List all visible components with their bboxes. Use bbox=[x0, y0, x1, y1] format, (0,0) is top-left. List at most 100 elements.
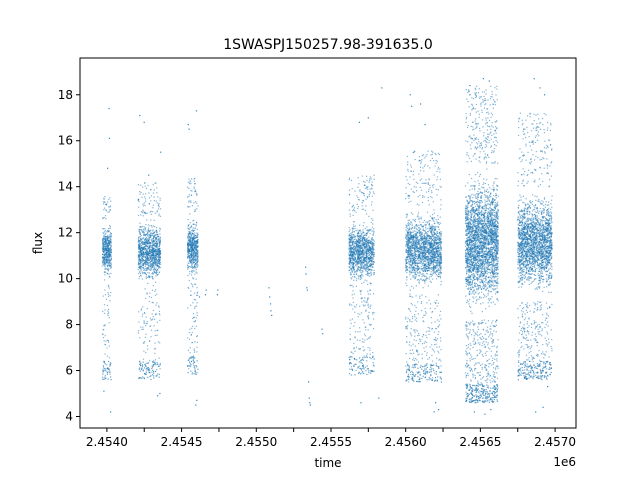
data-point bbox=[351, 278, 353, 280]
data-point bbox=[368, 269, 370, 271]
data-point bbox=[349, 368, 351, 370]
data-point bbox=[154, 230, 156, 233]
data-point bbox=[410, 302, 412, 304]
data-point bbox=[412, 174, 414, 176]
data-point bbox=[196, 335, 198, 338]
data-point bbox=[103, 237, 105, 239]
data-point bbox=[371, 230, 373, 232]
data-point bbox=[107, 256, 109, 258]
data-point bbox=[353, 245, 355, 247]
data-point bbox=[365, 233, 367, 235]
data-point bbox=[151, 246, 153, 248]
data-point bbox=[431, 184, 434, 186]
data-point bbox=[358, 236, 360, 238]
data-point bbox=[141, 377, 143, 379]
data-point bbox=[188, 287, 190, 289]
data-point bbox=[139, 256, 141, 258]
data-point bbox=[105, 236, 107, 238]
data-point bbox=[436, 179, 438, 181]
data-point bbox=[367, 252, 369, 255]
data-point bbox=[191, 240, 193, 242]
data-point bbox=[156, 192, 158, 194]
data-point bbox=[149, 269, 151, 271]
data-point bbox=[194, 235, 196, 237]
data-point bbox=[110, 251, 112, 253]
data-point bbox=[142, 247, 144, 249]
data-point bbox=[196, 250, 198, 252]
data-point bbox=[147, 253, 149, 255]
data-point bbox=[361, 260, 363, 262]
data-point bbox=[414, 276, 416, 278]
data-point bbox=[194, 260, 196, 263]
data-point bbox=[354, 242, 356, 244]
data-point bbox=[190, 304, 192, 306]
data-point bbox=[187, 181, 189, 183]
data-point bbox=[140, 272, 142, 275]
data-point bbox=[413, 226, 416, 228]
data-point bbox=[194, 265, 196, 267]
data-point bbox=[156, 245, 158, 247]
data-point bbox=[151, 367, 153, 370]
data-point bbox=[152, 204, 154, 206]
data-point bbox=[350, 241, 352, 243]
data-point bbox=[370, 249, 372, 251]
data-point bbox=[188, 128, 190, 130]
data-point bbox=[409, 320, 411, 322]
data-point bbox=[195, 262, 198, 264]
data-point bbox=[144, 367, 146, 369]
data-point bbox=[359, 259, 361, 261]
data-point bbox=[433, 212, 435, 214]
data-point bbox=[191, 178, 193, 180]
data-point bbox=[432, 311, 434, 313]
data-point bbox=[419, 249, 421, 251]
data-point bbox=[434, 165, 436, 167]
data-point bbox=[357, 256, 359, 259]
data-point bbox=[425, 224, 427, 226]
data-point bbox=[150, 336, 152, 338]
data-point bbox=[354, 265, 357, 267]
data-point bbox=[102, 260, 105, 262]
data-point bbox=[358, 254, 360, 256]
data-point bbox=[426, 272, 428, 275]
data-point bbox=[108, 345, 110, 347]
data-point bbox=[423, 321, 425, 323]
data-point bbox=[140, 243, 142, 245]
data-point bbox=[409, 319, 411, 321]
data-point bbox=[410, 170, 412, 172]
data-point bbox=[104, 279, 106, 281]
data-point bbox=[355, 363, 357, 365]
data-point bbox=[106, 235, 109, 237]
data-point bbox=[108, 261, 110, 263]
data-point bbox=[142, 252, 144, 254]
data-point bbox=[148, 262, 150, 264]
data-point bbox=[357, 367, 359, 369]
data-point bbox=[110, 244, 112, 246]
data-point bbox=[427, 326, 429, 328]
data-point bbox=[194, 190, 196, 192]
data-point bbox=[192, 270, 194, 272]
data-point bbox=[358, 121, 360, 123]
data-point bbox=[110, 242, 112, 244]
data-point bbox=[353, 208, 355, 211]
data-point bbox=[358, 266, 360, 269]
data-point bbox=[367, 315, 369, 317]
data-point bbox=[423, 170, 425, 172]
data-point bbox=[421, 263, 423, 265]
data-point bbox=[191, 244, 193, 246]
data-point bbox=[365, 258, 368, 260]
data-point bbox=[141, 226, 143, 228]
data-point bbox=[429, 160, 431, 162]
data-point bbox=[156, 375, 158, 377]
data-point bbox=[108, 244, 110, 246]
data-point bbox=[360, 257, 362, 260]
data-point bbox=[352, 257, 354, 259]
data-point bbox=[189, 328, 191, 330]
data-point bbox=[354, 236, 356, 238]
data-point bbox=[104, 309, 106, 311]
data-point bbox=[188, 200, 190, 202]
data-point bbox=[359, 235, 362, 237]
data-point bbox=[365, 274, 367, 276]
data-point bbox=[147, 282, 149, 284]
data-point bbox=[412, 237, 414, 239]
data-point bbox=[110, 265, 112, 267]
